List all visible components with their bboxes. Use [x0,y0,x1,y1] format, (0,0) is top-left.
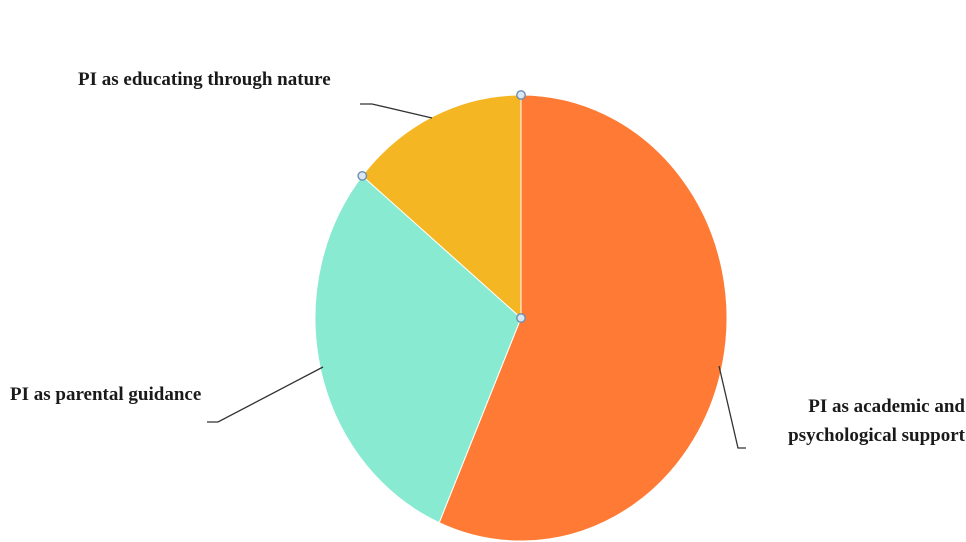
slice-label-pi-as-parental-guidance: PI as parental guidance [10,384,201,405]
leader-line-pi-as-parental-guidance [207,366,324,423]
pie-slice-pi-as-educating-through-nature[interactable] [361,94,522,320]
pie-slice-pi-as-parental-guidance[interactable] [314,175,522,524]
leader-line-pi-as-academic-and-psychological-support [718,365,746,449]
slice-labels: PI as academic and psychological support P… [10,69,966,446]
leader-line-pi-as-educating-through-nature [360,103,433,119]
selection-handles [357,90,526,323]
selection-handle-end[interactable] [516,90,526,100]
pie-slice-pi-as-academic-and-psychological-support[interactable] [438,94,728,542]
slice-label-pi-as-educating-through-nature: PI as educating through nature [78,69,331,90]
leader-lines [207,103,746,449]
slice-label-pi-as-academic-and-psychological-support: PI as academic and psychological support [788,396,966,446]
pie-slices [314,94,728,542]
selection-handle-center[interactable] [516,313,526,323]
selection-handle-start[interactable] [357,170,368,181]
